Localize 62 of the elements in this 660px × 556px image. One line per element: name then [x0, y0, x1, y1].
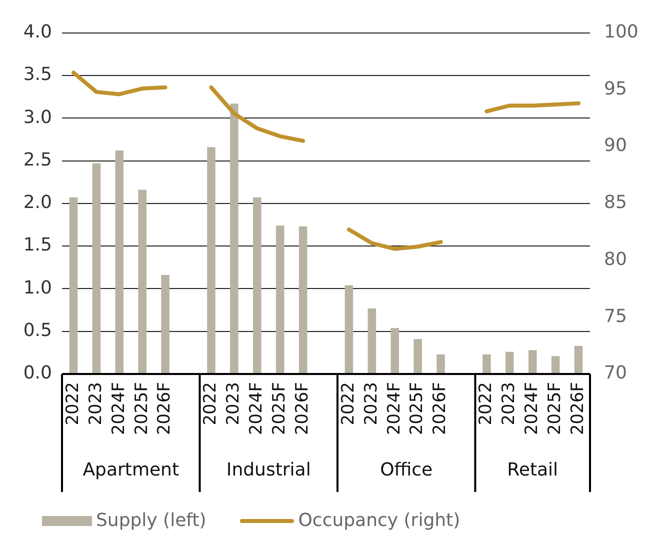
y-tick-label: 2.0 [23, 192, 52, 214]
legend-label: Occupancy (right) [298, 510, 460, 531]
bar [207, 147, 216, 374]
bar [390, 328, 399, 374]
x-tick-label: 2023 [86, 382, 106, 426]
x-tick-label: 2022 [476, 382, 496, 426]
bar [138, 190, 146, 374]
y2-tick-label: 90 [604, 135, 627, 156]
x-tick-label: 2025F [407, 382, 428, 436]
x-tick-label: 2022 [200, 382, 221, 426]
x-tick-label: 2022 [62, 382, 83, 426]
x-tick-label: 2022 [338, 382, 358, 426]
y-tick-label: 4.0 [23, 21, 52, 42]
bar [414, 339, 422, 374]
text: Industrial [226, 460, 311, 481]
x-tick-label: 2026F [292, 382, 312, 436]
y-tick-label: 3.0 [23, 106, 52, 128]
bar [528, 350, 537, 374]
bar [368, 308, 376, 374]
text: Retail [507, 460, 558, 481]
bar [161, 275, 170, 374]
x-tick-label: 2025F [270, 382, 290, 436]
y2-tick-label: 95 [604, 78, 627, 100]
x-tick-label: 2024F [384, 382, 404, 436]
bar [551, 356, 560, 374]
x-tick-label: 2024F [522, 382, 542, 436]
bar [436, 354, 445, 374]
x-tick-label: 2023 [499, 382, 520, 426]
text: Apartment [82, 460, 180, 481]
bar [298, 226, 308, 374]
y-tick-label: 1.5 [23, 234, 52, 256]
bar [276, 226, 284, 374]
y-tick-label: 2.5 [23, 149, 52, 170]
y2-tick-label: 80 [604, 248, 627, 270]
x-tick-label: 2026F [568, 382, 588, 436]
bar [69, 197, 78, 374]
x-tick-label: 2024F [108, 382, 129, 436]
y2-tick-label: 70 [604, 362, 627, 384]
y2-tick-label: 75 [604, 306, 627, 327]
y-tick-label: 1.0 [23, 277, 52, 298]
bar [344, 285, 354, 374]
bar [253, 197, 262, 374]
bar [230, 104, 238, 374]
bar [506, 352, 514, 374]
bar [92, 163, 101, 374]
y-tick-label: 0.0 [23, 362, 52, 384]
x-tick-label: 2024F [246, 382, 267, 436]
x-tick-label: 2026F [154, 382, 175, 436]
x-tick-label: 2023 [224, 382, 244, 426]
text: Office [380, 460, 433, 481]
y2-tick-label: 100 [604, 21, 638, 42]
legend-label: Supply (left) [96, 510, 206, 531]
x-tick-label: 2023 [361, 382, 382, 426]
x-tick-label: 2026F [430, 382, 450, 436]
y-tick-label: 3.5 [23, 64, 52, 86]
bar [574, 346, 583, 374]
x-tick-label: 2025F [132, 382, 152, 436]
bar [482, 354, 491, 374]
y2-tick-label: 85 [604, 192, 627, 214]
bar [115, 150, 124, 374]
x-tick-label: 2025F [544, 382, 565, 436]
y-tick-label: 0.5 [23, 320, 52, 342]
